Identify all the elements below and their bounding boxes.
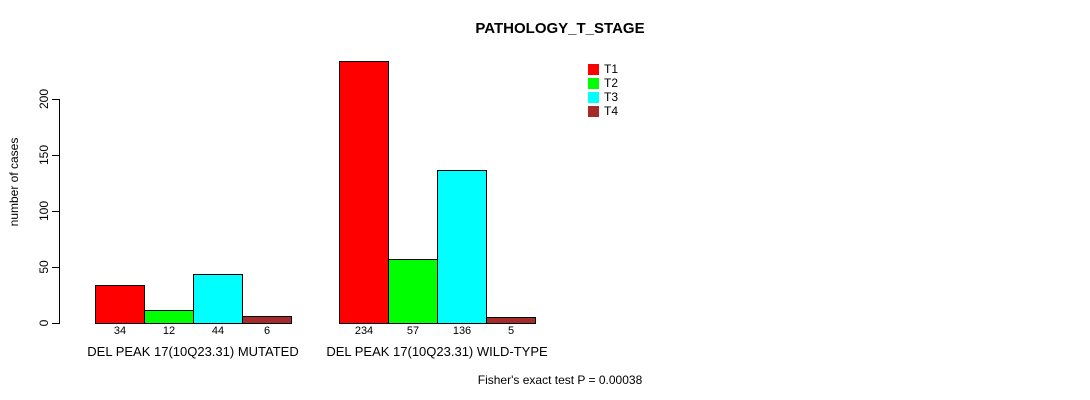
legend-swatch-icon bbox=[588, 106, 599, 117]
bar-t1-mutated bbox=[95, 285, 145, 324]
y-tick bbox=[52, 267, 59, 268]
legend-swatch-icon bbox=[588, 92, 599, 103]
chart-title: PATHOLOGY_T_STAGE bbox=[475, 20, 645, 37]
bar-value-label: 34 bbox=[113, 325, 127, 337]
bar-t2-mutated bbox=[144, 310, 194, 324]
y-tick bbox=[52, 99, 59, 100]
legend-label: T1 bbox=[604, 62, 619, 76]
bar-value-label: 12 bbox=[162, 325, 176, 337]
legend-entry-t3: T3 bbox=[588, 90, 619, 104]
y-tick bbox=[52, 155, 59, 156]
y-tick-label: 150 bbox=[37, 144, 51, 166]
bar-t3-wildtype bbox=[437, 170, 487, 324]
legend-label: T4 bbox=[604, 104, 619, 118]
y-tick-label: 200 bbox=[37, 88, 51, 110]
y-axis-label: number of cases bbox=[7, 137, 21, 227]
legend-swatch-icon bbox=[588, 78, 599, 89]
bar-value-label: 44 bbox=[211, 325, 225, 337]
bar-value-label: 234 bbox=[354, 325, 374, 337]
y-tick bbox=[52, 323, 59, 324]
y-tick-label: 100 bbox=[37, 200, 51, 222]
legend: T1 T2 T3 T4 bbox=[588, 62, 619, 118]
bar-value-label: 6 bbox=[263, 325, 271, 337]
bar-value-label: 136 bbox=[452, 325, 472, 337]
legend-entry-t2: T2 bbox=[588, 76, 619, 90]
bar-t4-wildtype bbox=[486, 317, 536, 324]
y-tick bbox=[52, 211, 59, 212]
legend-swatch-icon bbox=[588, 64, 599, 75]
legend-label: T2 bbox=[604, 76, 619, 90]
group-label: DEL PEAK 17(10Q23.31) WILD-TYPE bbox=[326, 344, 548, 359]
legend-entry-t4: T4 bbox=[588, 104, 619, 118]
legend-entry-t1: T1 bbox=[588, 62, 619, 76]
y-axis-line bbox=[59, 99, 60, 324]
legend-label: T3 bbox=[604, 90, 619, 104]
bar-t2-wildtype bbox=[388, 259, 438, 324]
bar-value-label: 5 bbox=[507, 325, 515, 337]
annotation-text: Fisher's exact test P = 0.00038 bbox=[477, 373, 643, 387]
bar-t3-mutated bbox=[193, 274, 243, 324]
bar-value-label: 57 bbox=[406, 325, 420, 337]
bar-t4-mutated bbox=[242, 316, 292, 324]
group-label: DEL PEAK 17(10Q23.31) MUTATED bbox=[87, 344, 299, 359]
y-tick-label: 0 bbox=[37, 319, 51, 327]
bar-t1-wildtype bbox=[339, 61, 389, 324]
y-tick-label: 50 bbox=[37, 260, 51, 274]
